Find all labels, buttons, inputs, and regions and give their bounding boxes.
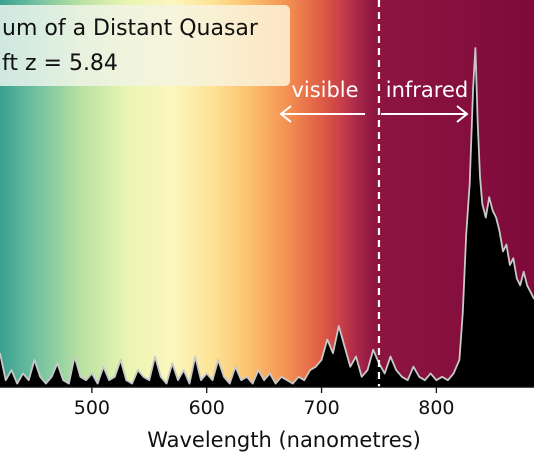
infrared-annotation: infrared bbox=[381, 78, 469, 123]
spectrum-line bbox=[0, 47, 534, 385]
x-tick-label: 800 bbox=[418, 397, 454, 419]
x-tick-label: 600 bbox=[189, 397, 225, 419]
spectrum-fill bbox=[0, 48, 534, 387]
title-box: um of a Distant Quasar ft z = 5.84 bbox=[0, 5, 290, 86]
x-axis-label: Wavelength (nanometres) bbox=[147, 428, 421, 452]
infrared-label: infrared bbox=[386, 78, 468, 102]
x-axis: 500 600 700 800 bbox=[0, 386, 534, 419]
x-tick-label: 700 bbox=[303, 397, 339, 419]
visible-annotation: visible bbox=[279, 78, 365, 123]
visible-arrowhead-icon bbox=[279, 105, 292, 123]
x-tick-label: 500 bbox=[74, 397, 110, 419]
infrared-arrowhead-icon bbox=[456, 105, 469, 123]
chart-title-line-1: um of a Distant Quasar bbox=[2, 16, 259, 41]
visible-label: visible bbox=[291, 78, 358, 102]
chart-title-line-2: ft z = 5.84 bbox=[2, 51, 118, 76]
